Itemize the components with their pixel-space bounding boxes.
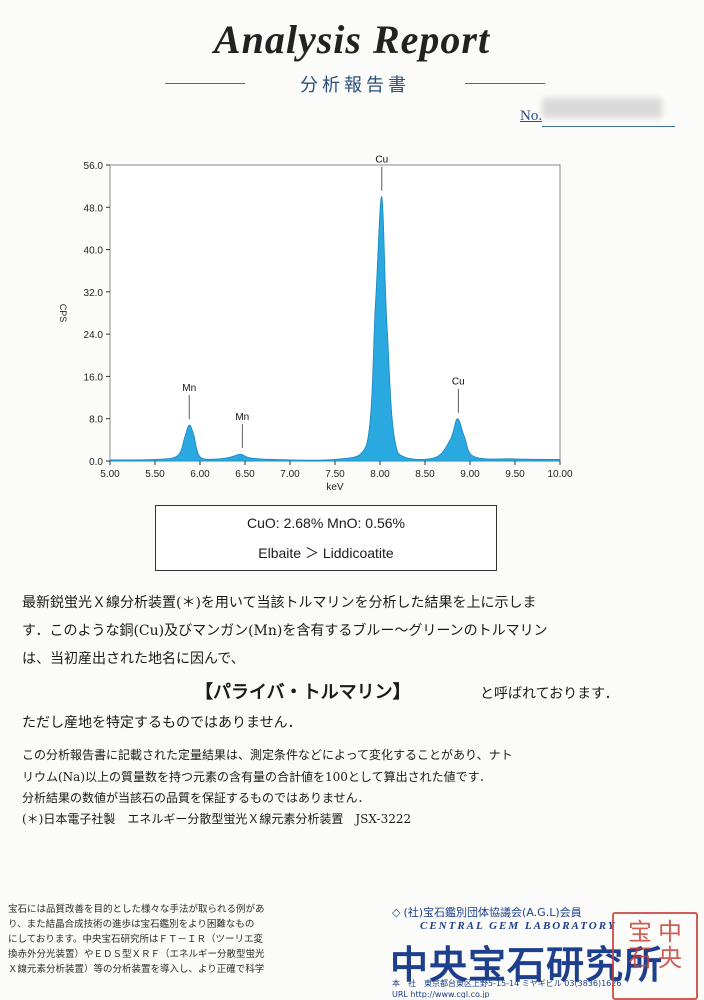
body-line-3: は、当初産出された地名に因んで、 <box>22 651 245 667</box>
footer-disclaimer: 宝石には品質改善を目的とした様々な手法が取られる例があ り、また結晶合成技術の進… <box>8 902 378 977</box>
x-tick-label: 9.00 <box>460 469 480 480</box>
y-tick-label: 48.0 <box>84 203 104 214</box>
agl-membership: ◇ (社)宝石鑑別団体協議会(A.G.L)会員 <box>392 904 582 920</box>
peak-label: Mn <box>182 383 196 394</box>
note-line-1: この分析報告書に記載された定量結果は、測定条件などによって変化することがあり、ナ… <box>22 748 513 762</box>
y-axis-label: CPS <box>58 304 68 323</box>
tourmaline-name: 【パライバ・トルマリン】 <box>195 682 411 703</box>
report-title: Analysis Report <box>213 17 491 62</box>
x-tick-label: 5.00 <box>100 469 120 480</box>
agl-label: (社)宝石鑑別団体協議会(A.G.L)会員 <box>403 906 582 919</box>
lab-address: 本 社 東京都台東区上野5-15-14 ミヤギビル 03(3836)1626 <box>392 979 622 988</box>
body-line-1: 最新鋭蛍光Ｘ線分析装置(＊)を用いて当該トルマリンを分析した結果を上に示しま <box>22 595 537 611</box>
footer-disclaimer-line: 宝石には品質改善を目的とした様々な手法が取られる例があ <box>8 904 265 915</box>
report-subtitle-row: 分析報告書 <box>165 71 545 96</box>
subtitle-rule-right <box>465 83 545 84</box>
x-axis-label: keV <box>326 482 344 493</box>
seal-char: 央 <box>658 944 682 972</box>
lab-url: URL http://www.cgl.co.jp <box>392 990 490 998</box>
x-tick-label: 9.50 <box>505 469 525 480</box>
footer-disclaimer-line: Ｘ線元素分析装置）等の分析装置を導入し、より正確で科学 <box>8 964 265 975</box>
subtitle-rule-left <box>165 83 245 84</box>
instrument-note: (＊)日本電子社製 エネルギー分散型蛍光Ｘ線元素分析装置 JSX-3222 <box>22 812 412 826</box>
y-tick-label: 24.0 <box>84 330 104 341</box>
footer-disclaimer-line: り、また結晶合成技術の進歩は宝石鑑別をより困難なもの <box>8 919 255 930</box>
composition-result: CuO: 2.68% MnO: 0.56% <box>247 515 405 531</box>
report-number-underline <box>542 126 675 127</box>
report-number-label: No. <box>520 108 543 124</box>
x-tick-label: 6.50 <box>235 469 255 480</box>
peak-label: Cu <box>452 377 465 388</box>
report-number-redacted <box>542 98 662 118</box>
x-tick-label: 7.00 <box>280 469 300 480</box>
body-line-2: す．このような銅(Cu)及びマンガン(Mn)を含有するブルー～グリーンのトルマリ… <box>22 623 548 639</box>
footer-disclaimer-line: にしております。中央宝石研究所はＦＴ－ＩＲ（ツーリエ変 <box>8 934 263 945</box>
note-line-2: リウム(Na)以上の質量数を持つ元素の含有量の合計値を100として算出された値で… <box>22 770 492 784</box>
seal-char: 石 <box>628 944 652 972</box>
gem-icon: ◇ <box>392 906 401 919</box>
lab-name-english: CENTRAL GEM LABORATORY <box>420 920 617 932</box>
xrf-spectrum-chart: 5.00 5.50 6.00 6.50 7.00 7.50 8.00 8.50 9.00 9.50… <box>58 155 573 493</box>
report-subtitle: 分析報告書 <box>300 75 410 96</box>
x-tick-label: 8.00 <box>370 469 390 480</box>
x-tick-label: 5.50 <box>145 469 165 480</box>
body-line-5: ただし産地を特定するものではありません． <box>22 715 302 731</box>
x-tick-label: 10.00 <box>547 469 572 480</box>
y-tick-label: 8.0 <box>89 415 103 426</box>
species-result: Elbaite ＞ Liddicoatite <box>258 545 394 561</box>
tourmaline-name-tail: と呼ばれております． <box>480 686 619 702</box>
y-tick-label: 40.0 <box>84 246 104 257</box>
peak-label: Mn <box>235 412 249 423</box>
y-tick-label: 16.0 <box>84 372 104 383</box>
plot-area <box>109 164 561 462</box>
spectrum-area <box>109 196 561 462</box>
peak-label: Cu <box>375 155 388 166</box>
lab-seal-stamp: 中 央 宝 石 <box>612 912 698 1000</box>
footer-disclaimer-line: 換赤外分光装置）やＥＤＳ型ＸＲＦ（エネルギー分散型蛍光 <box>8 949 265 960</box>
note-line-3: 分析結果の数値が当該石の品質を保証するものではありません． <box>22 791 370 805</box>
x-tick-label: 6.00 <box>190 469 210 480</box>
y-tick-label: 0.0 <box>89 457 103 468</box>
x-tick-label: 7.50 <box>325 469 345 480</box>
y-tick-label: 56.0 <box>84 161 104 172</box>
seal-char: 宝 <box>628 918 652 946</box>
x-tick-label: 8.50 <box>415 469 435 480</box>
lab-logo-japanese: 中央宝石研究所 <box>390 943 664 987</box>
report-number-field: No. <box>520 98 675 128</box>
seal-char: 中 <box>658 918 682 946</box>
result-box: CuO: 2.68% MnO: 0.56% Elbaite ＞ Liddicoa… <box>155 505 497 571</box>
y-tick-label: 32.0 <box>84 288 104 299</box>
